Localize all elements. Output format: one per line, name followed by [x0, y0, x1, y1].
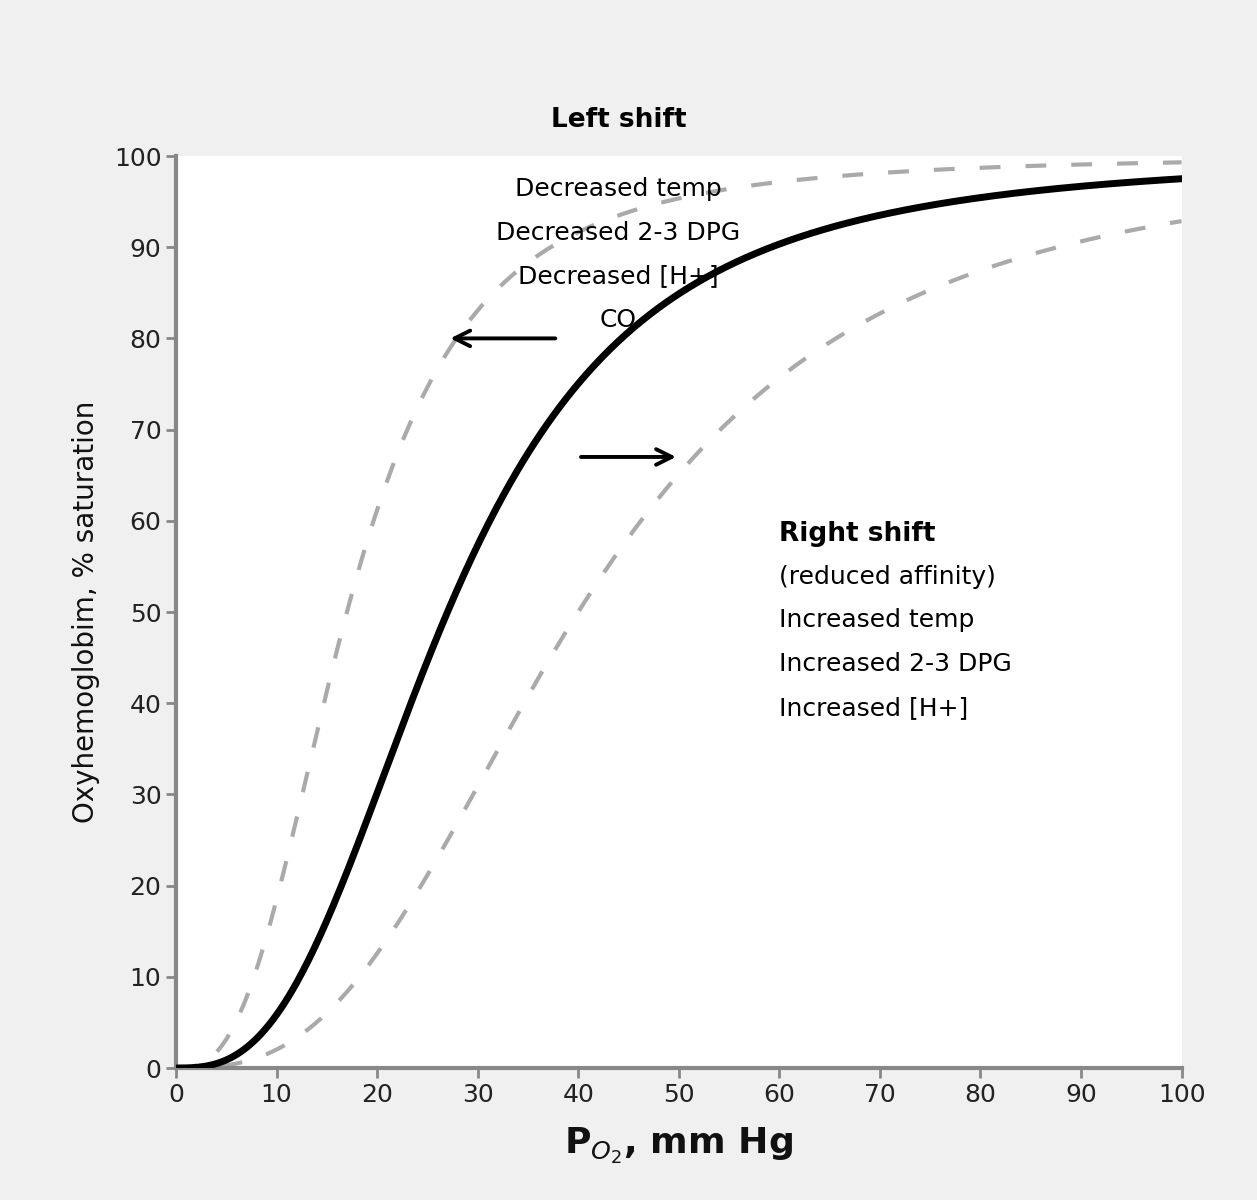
- Text: (reduced affinity): (reduced affinity): [779, 564, 997, 588]
- Y-axis label: Oxyhemoglobim, % saturation: Oxyhemoglobim, % saturation: [72, 401, 99, 823]
- Text: Right shift: Right shift: [779, 521, 936, 547]
- X-axis label: P$_{O_2}$, mm Hg: P$_{O_2}$, mm Hg: [564, 1126, 793, 1166]
- Text: Decreased [H+]: Decreased [H+]: [518, 264, 719, 288]
- Text: Increased 2-3 DPG: Increased 2-3 DPG: [779, 652, 1012, 676]
- Text: Left shift: Left shift: [551, 107, 686, 133]
- Text: Increased [H+]: Increased [H+]: [779, 696, 969, 720]
- Text: CO: CO: [600, 308, 637, 332]
- Text: Decreased temp: Decreased temp: [515, 176, 722, 200]
- Text: Increased temp: Increased temp: [779, 608, 974, 632]
- Text: Decreased 2-3 DPG: Decreased 2-3 DPG: [497, 221, 740, 245]
